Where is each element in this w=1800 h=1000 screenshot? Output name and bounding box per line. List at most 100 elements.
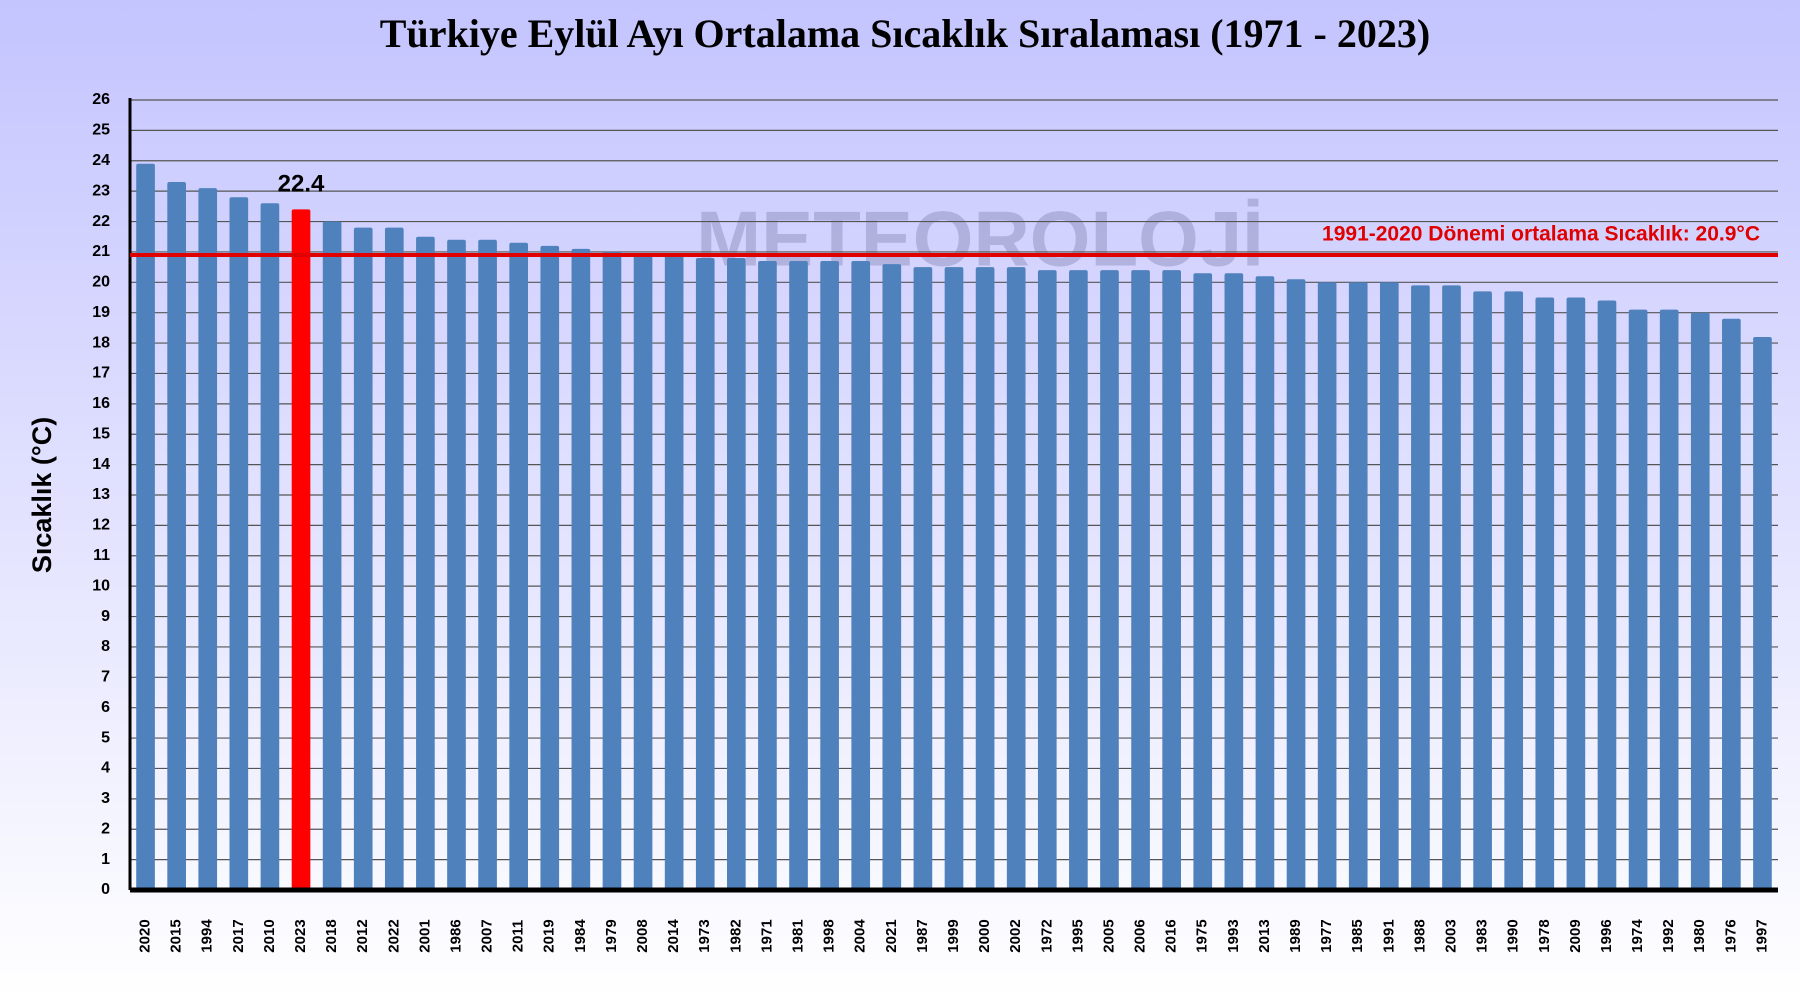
x-tick-label: 1976 [1722,919,1739,952]
bar [633,254,653,890]
bar [1379,282,1399,890]
x-tick-label: 2007 [479,919,496,952]
bar [1753,337,1772,890]
y-tick-label: 18 [92,334,110,351]
bar [198,188,218,891]
x-tick-label: 2017 [230,919,247,952]
x-tick-label: 1994 [199,919,216,953]
x-tick-label: 2019 [541,919,558,952]
x-tick-label: 2009 [1567,919,1584,952]
x-tick-label: 2006 [1132,919,1149,952]
bar [1131,270,1150,891]
x-tick-label: 1997 [1753,919,1770,952]
y-tick-label: 4 [101,760,110,777]
y-tick-label: 17 [92,365,110,382]
y-tick-label: 15 [92,425,110,442]
x-tick-label: 2011 [510,920,527,953]
x-tick-label: 1972 [1038,919,1055,952]
bar [229,197,249,890]
bar [322,221,342,891]
bar [571,248,591,890]
bar [1069,270,1088,891]
x-tick-label: 2000 [976,919,993,952]
bar [540,245,560,890]
y-tick-label: 2 [101,820,110,837]
reference-label: 1991-2020 Dönemi ortalama Sıcaklık: 20.9… [1322,223,1760,246]
y-tick-label: 23 [92,182,110,199]
bar [509,242,529,891]
x-tick-label: 1979 [603,919,620,952]
bar [820,261,839,890]
bar [1162,270,1181,891]
bar [882,264,902,891]
y-tick-label: 10 [92,577,110,594]
bar [851,261,871,890]
bar [758,261,777,890]
x-tick-label: 2023 [292,919,309,952]
bar [136,163,155,891]
bar [1473,291,1492,890]
bar [1566,297,1586,890]
bar [353,227,373,891]
y-tick-label: 22 [92,213,110,230]
bar [664,254,684,890]
y-tick-label: 16 [92,395,110,412]
x-tick-label: 1985 [1349,919,1366,952]
x-tick-label: 2022 [385,919,402,952]
bar [1442,285,1461,890]
bar [1193,273,1213,890]
y-tick-label: 1 [101,851,110,868]
bar [167,182,186,891]
bar [602,251,622,890]
x-tick-label: 2001 [416,919,433,952]
x-tick-label: 2012 [354,919,371,952]
y-tick-label: 25 [92,122,110,139]
x-tick-label: 2004 [852,919,869,953]
y-tick-label: 19 [92,304,110,321]
bar [1348,282,1368,890]
bar [789,261,808,890]
x-tick-label: 1988 [1411,919,1428,952]
x-tick-label: 1991 [1380,919,1397,952]
y-tick-label: 20 [92,274,110,291]
x-tick-label: 2010 [261,919,278,952]
x-tick-label: 1986 [447,919,464,952]
bar [1659,309,1679,891]
x-tick-label: 2002 [1007,919,1024,952]
bar [384,227,404,891]
bar [1224,273,1244,890]
x-tick-label: 1987 [914,919,931,952]
bar [1317,282,1337,890]
y-tick-label: 6 [101,699,110,716]
y-tick-label: 5 [101,729,110,746]
bar [913,267,933,891]
x-tick-label: 1989 [1287,919,1304,952]
x-tick-label: 2016 [1163,919,1180,952]
y-tick-label: 24 [92,152,110,169]
y-tick-label: 11 [93,547,110,564]
bar [1504,291,1524,890]
bar [1628,309,1648,891]
x-tick-label: 1971 [758,919,775,952]
x-tick-label: 1978 [1536,919,1553,952]
y-tick-label: 12 [92,517,110,534]
x-tick-label: 2013 [1256,919,1273,952]
x-tick-label: 2003 [1442,919,1459,952]
x-tick-label: 2008 [634,919,651,952]
x-tick-label: 1995 [1069,919,1086,952]
bar [1255,276,1275,890]
y-tick-label: 14 [92,456,110,473]
y-tick-label: 7 [101,669,110,686]
x-tick-label: 1993 [1225,919,1242,952]
x-tick-label: 1996 [1598,919,1615,952]
x-tick-label: 1980 [1691,919,1708,952]
x-tick-label: 1973 [696,919,713,952]
x-tick-label: 1982 [727,919,744,952]
data-label: 22.4 [278,171,325,198]
y-tick-label: 3 [101,790,110,807]
x-tick-label: 1992 [1660,919,1677,952]
x-tick-label: 2005 [1100,919,1117,952]
x-tick-label: 1984 [572,919,589,953]
